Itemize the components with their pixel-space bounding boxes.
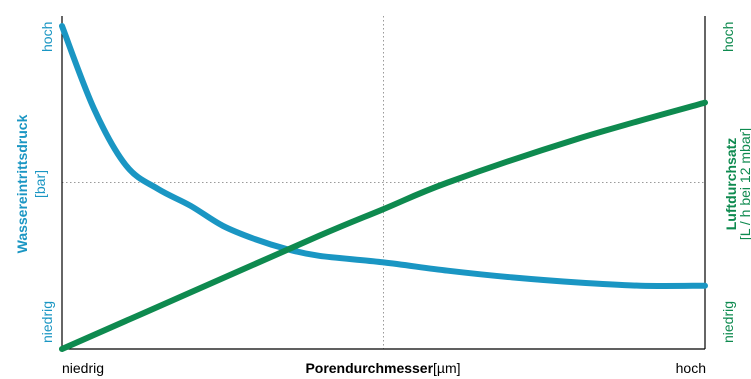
left-axis-label: Wassereintrittsdruck (14, 114, 30, 253)
right-axis-label: Luftdurchsatz (723, 138, 739, 231)
x-tick-low: niedrig (62, 360, 104, 376)
right-tick-low: niedrig (720, 301, 736, 343)
axes (61, 16, 706, 350)
x-axis-unit: [µm] (433, 360, 461, 376)
series-line-luftdurchsatz (59, 99, 708, 352)
right-axis-unit: [L / h bei 12 mbar] (737, 128, 751, 240)
left-tick-low: niedrig (39, 301, 55, 343)
grid (62, 16, 705, 349)
left-tick-high: hoch (39, 22, 55, 52)
x-tick-high: hoch (676, 360, 706, 376)
left-axis-unit: [bar] (32, 170, 48, 198)
x-axis-title: Porendurchmesser[µm] (305, 360, 460, 376)
right-tick-high: hoch (720, 22, 736, 52)
series-layer (59, 23, 708, 352)
x-axis-label: Porendurchmesser (305, 360, 433, 376)
